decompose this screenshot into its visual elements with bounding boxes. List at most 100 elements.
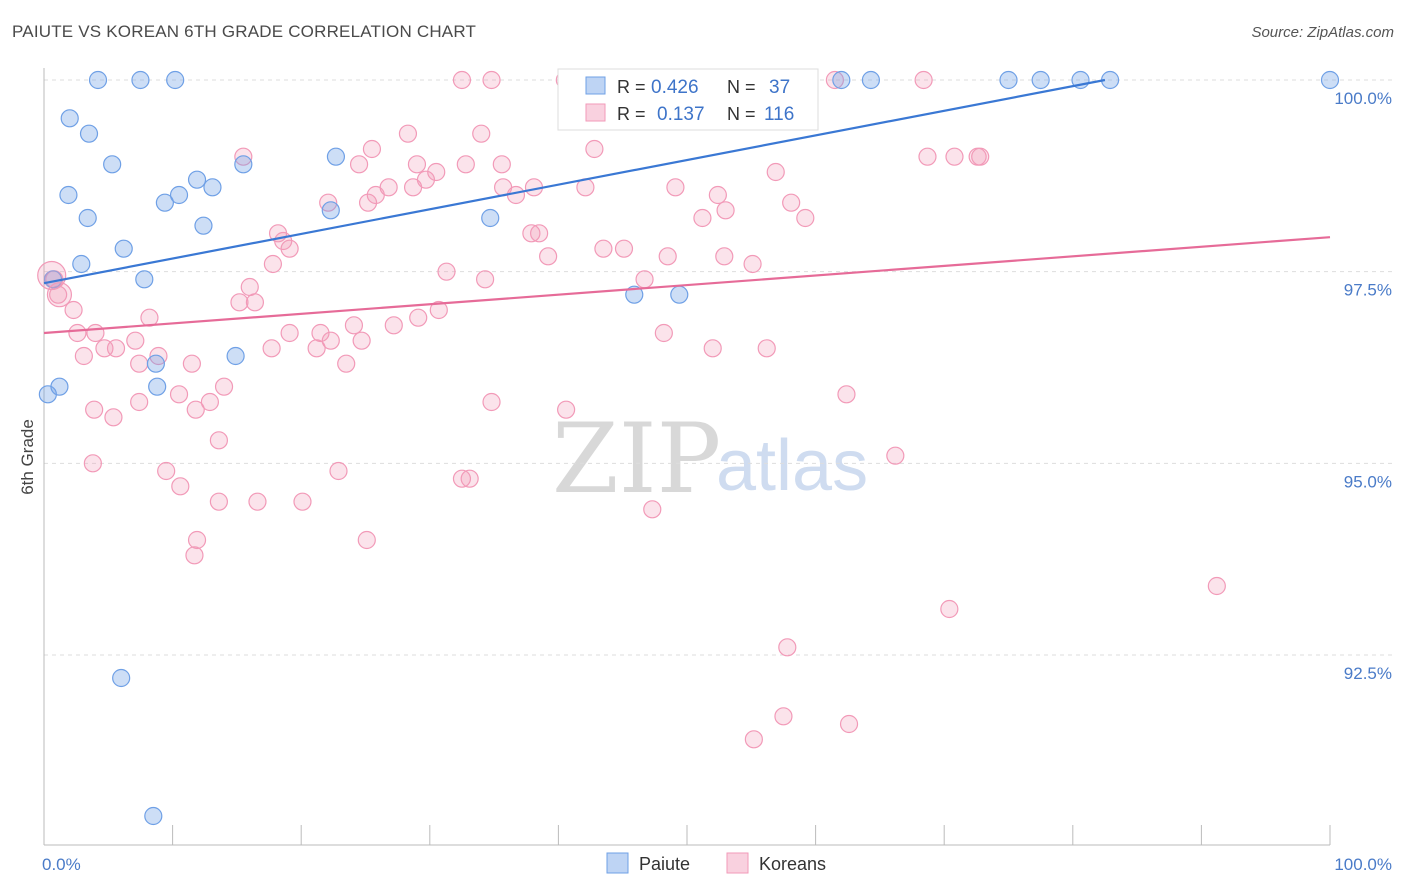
- point-koreans: [482, 392, 501, 412]
- point-paiute: [72, 254, 91, 274]
- point-koreans: [839, 714, 859, 734]
- legend-swatch-koreans: [726, 852, 749, 874]
- point-koreans: [344, 316, 364, 335]
- point-paiute: [1320, 70, 1340, 90]
- point-koreans: [796, 208, 815, 228]
- point-koreans: [744, 730, 763, 749]
- point-koreans: [635, 270, 654, 289]
- stats-box: R = 0.426 N = 37 R = 0.137 N = 116: [557, 68, 819, 131]
- point-paiute: [234, 155, 253, 174]
- point-koreans: [186, 400, 205, 419]
- point-koreans: [64, 300, 83, 320]
- point-paiute: [999, 70, 1018, 90]
- point-koreans: [452, 70, 472, 90]
- point-paiute: [481, 208, 500, 228]
- y-axis-tick-labels: 92.5% 95.0% 97.5% 100.0%: [1334, 89, 1392, 683]
- stats-swatch-paiute: [585, 76, 606, 95]
- point-koreans: [234, 147, 253, 166]
- point-koreans: [427, 162, 446, 182]
- point-paiute: [135, 270, 154, 289]
- point-koreans: [182, 354, 201, 373]
- point-koreans: [594, 239, 613, 258]
- point-paiute: [114, 239, 133, 258]
- point-koreans: [209, 492, 228, 511]
- watermark-zip: ZIP: [552, 403, 721, 515]
- stats-n-value-paiute: 37: [769, 77, 790, 98]
- point-koreans: [240, 277, 259, 297]
- point-koreans: [654, 323, 673, 343]
- y-tick-label: 95.0%: [1344, 472, 1392, 491]
- point-koreans: [358, 193, 378, 212]
- point-paiute: [60, 109, 79, 128]
- x-tick-label: 0.0%: [42, 855, 81, 874]
- point-koreans: [248, 492, 267, 511]
- point-koreans: [666, 178, 685, 197]
- point-koreans: [456, 155, 475, 174]
- point-koreans: [539, 247, 558, 266]
- point-koreans: [187, 530, 207, 550]
- point-koreans: [716, 201, 735, 220]
- point-paiute: [148, 377, 167, 396]
- point-koreans: [778, 638, 797, 657]
- point-koreans: [171, 477, 190, 496]
- point-koreans: [398, 124, 418, 143]
- point-paiute: [861, 70, 880, 90]
- point-paiute: [50, 377, 69, 396]
- point-koreans: [492, 155, 511, 174]
- stats-swatch-koreans: [585, 103, 606, 122]
- point-koreans: [262, 339, 281, 358]
- point-paiute: [169, 185, 189, 205]
- point-koreans: [337, 354, 356, 373]
- point-koreans: [409, 308, 428, 327]
- point-koreans: [693, 208, 712, 228]
- point-paiute: [670, 285, 689, 304]
- point-koreans: [126, 331, 145, 350]
- point-koreans: [825, 70, 844, 90]
- point-koreans: [708, 185, 727, 205]
- y-axis-label: 6th Grade: [18, 419, 37, 495]
- point-koreans: [86, 323, 105, 343]
- watermark: ZIP atlas: [552, 403, 868, 515]
- point-koreans: [945, 147, 964, 166]
- stats-r-label-koreans: R =: [617, 104, 646, 124]
- point-koreans: [214, 377, 234, 396]
- legend-label-koreans: Koreans: [759, 854, 826, 874]
- point-paiute: [146, 354, 165, 373]
- stats-r-value-paiute: 0.426: [651, 77, 699, 98]
- stats-r-label-paiute: R =: [617, 77, 646, 97]
- point-koreans: [384, 316, 403, 335]
- point-paiute: [155, 193, 174, 212]
- series-koreans: [45, 70, 1226, 749]
- legend-label-paiute: Paiute: [639, 854, 690, 874]
- point-koreans: [940, 599, 959, 619]
- point-paiute: [144, 806, 163, 826]
- point-koreans: [366, 185, 385, 205]
- stats-n-label-paiute: N =: [727, 77, 756, 97]
- point-koreans: [362, 139, 382, 159]
- y-tick-label: 97.5%: [1344, 281, 1392, 300]
- point-koreans: [557, 400, 576, 419]
- y-tick-label: 92.5%: [1344, 664, 1392, 683]
- point-koreans: [130, 354, 149, 373]
- point-paiute: [131, 70, 150, 90]
- point-koreans: [766, 162, 785, 182]
- point-koreans: [1207, 576, 1226, 596]
- point-koreans: [658, 247, 677, 266]
- point-koreans: [274, 231, 293, 251]
- point-koreans: [437, 262, 456, 281]
- point-koreans: [349, 155, 369, 174]
- point-koreans: [472, 124, 491, 143]
- point-koreans: [169, 385, 189, 404]
- point-koreans: [403, 178, 423, 197]
- point-paiute: [326, 147, 346, 166]
- point-koreans: [230, 293, 249, 312]
- point-paiute: [103, 155, 122, 174]
- point-koreans: [46, 282, 73, 308]
- series-layer: [37, 70, 1340, 826]
- point-koreans: [104, 408, 123, 427]
- point-koreans: [460, 469, 479, 488]
- point-koreans: [522, 224, 541, 243]
- point-koreans: [703, 339, 722, 358]
- point-koreans: [85, 400, 104, 419]
